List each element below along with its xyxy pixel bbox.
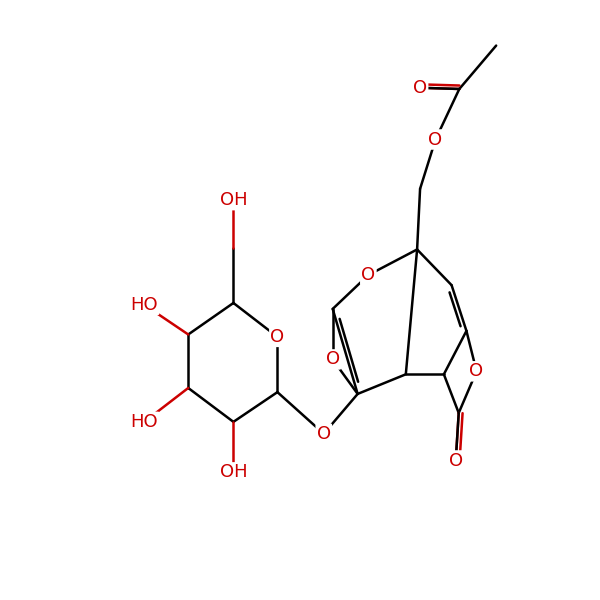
Text: O: O xyxy=(449,451,463,469)
Text: OH: OH xyxy=(220,463,247,481)
Text: O: O xyxy=(361,266,376,284)
Text: HO: HO xyxy=(130,296,158,314)
Text: O: O xyxy=(413,79,427,97)
Text: HO: HO xyxy=(130,413,158,431)
Text: O: O xyxy=(428,131,443,149)
Text: O: O xyxy=(317,425,331,443)
Text: O: O xyxy=(326,350,340,368)
Text: OH: OH xyxy=(220,191,247,209)
Text: O: O xyxy=(469,362,484,380)
Text: O: O xyxy=(271,328,284,346)
